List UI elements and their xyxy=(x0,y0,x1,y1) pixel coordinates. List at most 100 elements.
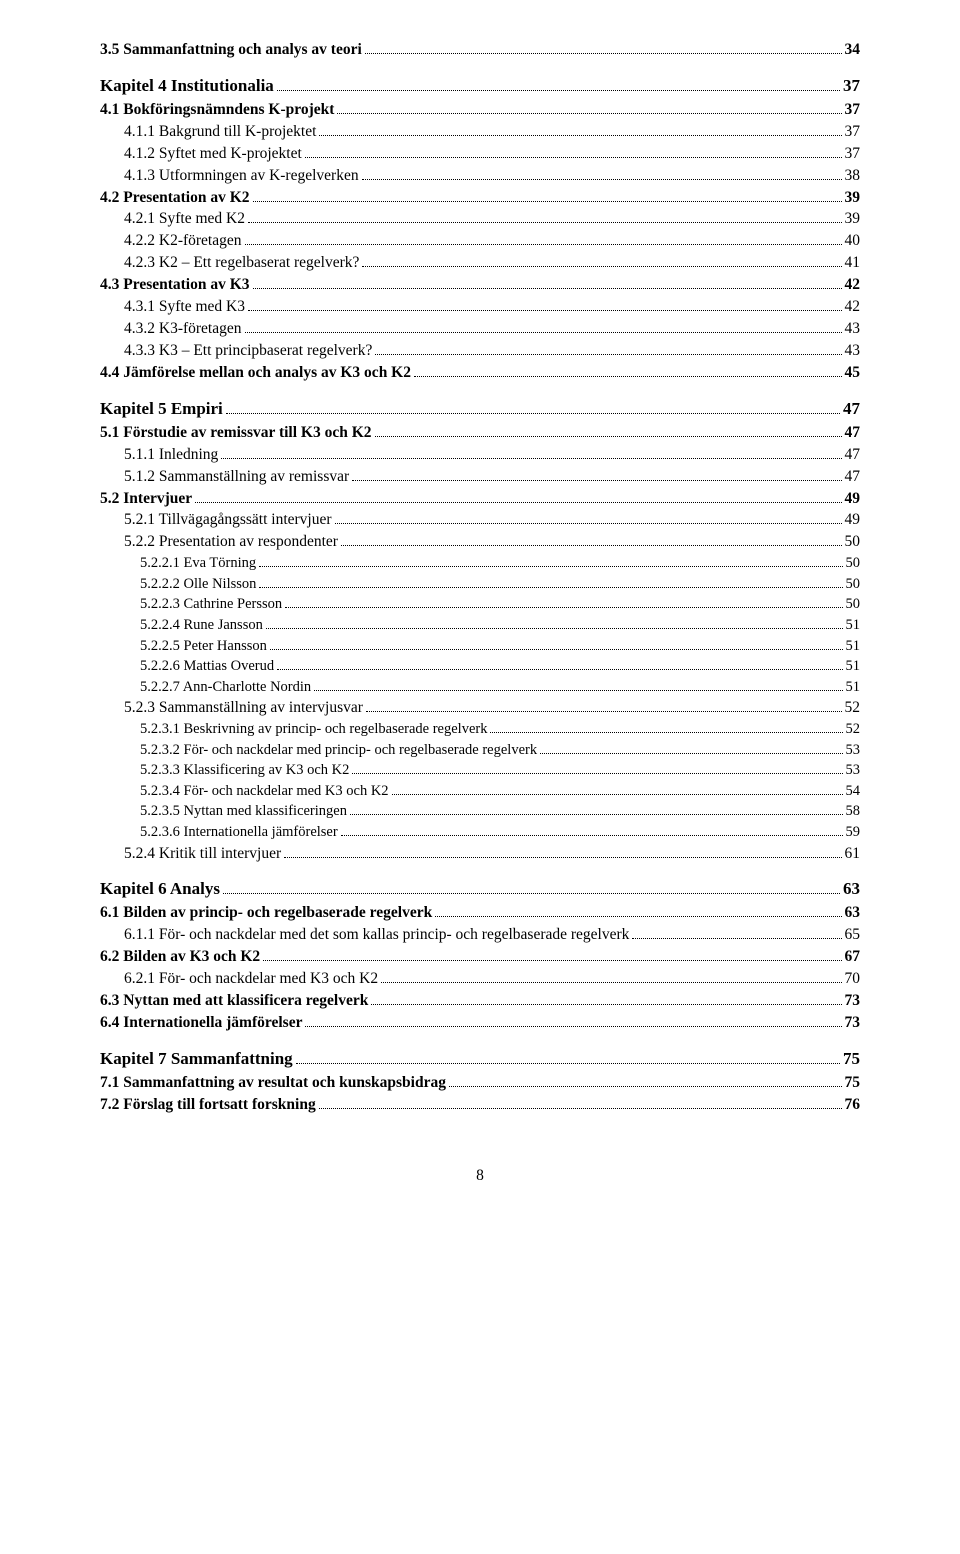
toc-entry-page: 49 xyxy=(845,510,861,531)
toc-entry-label: 5.2.2.7 Ann-Charlotte Nordin xyxy=(140,678,311,698)
toc-entry: 5.2.3.2 För- och nackdelar med princip- … xyxy=(140,741,860,761)
toc-leader-dots xyxy=(270,638,843,649)
toc-entry-page: 37 xyxy=(845,144,861,165)
toc-entry: 5.2.3 Sammanställning av intervjusvar52 xyxy=(124,698,860,719)
toc-leader-dots xyxy=(366,700,842,712)
toc-entry: 3.5 Sammanfattning och analys av teori34 xyxy=(100,40,860,61)
toc-entry: 5.2.2.3 Cathrine Persson50 xyxy=(140,595,860,615)
toc-entry-page: 39 xyxy=(845,188,861,209)
toc-entry-page: 45 xyxy=(845,363,861,384)
toc-entry-label: 4.2.2 K2-företagen xyxy=(124,231,242,252)
toc-entry-label: 7.1 Sammanfattning av resultat och kunsk… xyxy=(100,1073,446,1094)
toc-entry: 5.2.2 Presentation av respondenter50 xyxy=(124,532,860,553)
toc-entry-label: Kapitel 5 Empiri xyxy=(100,398,223,421)
toc-entry: 5.2.3.6 Internationella jämförelser59 xyxy=(140,823,860,843)
toc-entry-label: 5.2.2.4 Rune Jansson xyxy=(140,616,263,636)
toc-leader-dots xyxy=(314,680,842,691)
toc-entry-label: 6.2 Bilden av K3 och K2 xyxy=(100,947,260,968)
toc-entry-page: 58 xyxy=(846,802,861,822)
toc-entry-label: 5.1.2 Sammanställning av remissvar xyxy=(124,467,349,488)
toc-leader-dots xyxy=(341,535,842,547)
toc-leader-dots xyxy=(248,299,842,311)
toc-leader-dots xyxy=(362,255,841,267)
toc-entry-page: 51 xyxy=(846,616,861,636)
toc-entry-page: 53 xyxy=(846,741,861,761)
toc-entry-page: 67 xyxy=(845,947,861,968)
toc-entry-page: 42 xyxy=(845,275,861,296)
toc-leader-dots xyxy=(350,804,843,815)
toc-entry-page: 37 xyxy=(845,122,861,143)
toc-entry: 4.1.3 Utformningen av K-regelverken 38 xyxy=(124,166,860,187)
toc-entry-page: 38 xyxy=(845,166,861,187)
toc-entry: 4.2.1 Syfte med K239 xyxy=(124,209,860,230)
toc-entry-label: 5.2.2.5 Peter Hansson xyxy=(140,637,267,657)
toc-entry: 4.3.1 Syfte med K342 xyxy=(124,297,860,318)
toc-entry: 5.2.2.6 Mattias Overud 51 xyxy=(140,657,860,677)
toc-entry: 5.2.4 Kritik till intervjuer 61 xyxy=(124,844,860,865)
toc-leader-dots xyxy=(253,190,842,202)
toc-leader-dots xyxy=(449,1075,842,1087)
toc-leader-dots xyxy=(337,102,841,114)
toc-leader-dots xyxy=(226,401,840,414)
toc-entry-label: 4.3.2 K3-företagen xyxy=(124,319,242,340)
toc-entry-page: 37 xyxy=(845,100,861,121)
toc-entry: 7.1 Sammanfattning av resultat och kunsk… xyxy=(100,1073,860,1094)
toc-entry-label: 6.1.1 För- och nackdelar med det som kal… xyxy=(124,925,629,946)
toc-leader-dots xyxy=(319,1097,842,1109)
toc-entry: 4.4 Jämförelse mellan och analys av K3 o… xyxy=(100,363,860,384)
toc-entry-page: 61 xyxy=(845,844,861,865)
toc-entry-label: Kapitel 4 Institutionalia xyxy=(100,75,274,98)
toc-entry-page: 51 xyxy=(846,657,861,677)
toc-entry-page: 51 xyxy=(846,678,861,698)
toc-entry-label: 7.2 Förslag till fortsatt forskning xyxy=(100,1095,316,1116)
toc-leader-dots xyxy=(277,78,840,91)
toc-entry-page: 63 xyxy=(843,878,860,901)
toc-leader-dots xyxy=(414,365,842,377)
page: 3.5 Sammanfattning och analys av teori34… xyxy=(0,0,960,1247)
toc-entry: 5.2.2.7 Ann-Charlotte Nordin 51 xyxy=(140,678,860,698)
toc-entry: 4.2.3 K2 – Ett regelbaserat regelverk?41 xyxy=(124,253,860,274)
toc-entry-label: 5.2.3.4 För- och nackdelar med K3 och K2 xyxy=(140,782,389,802)
toc-entry-label: 4.1 Bokföringsnämndens K-projekt xyxy=(100,100,334,121)
toc-leader-dots xyxy=(365,42,842,54)
toc-entry: 5.2.2.1 Eva Törning50 xyxy=(140,554,860,574)
toc-entry-label: 6.3 Nyttan med att klassificera regelver… xyxy=(100,991,368,1012)
toc-entry-page: 50 xyxy=(845,532,861,553)
toc-entry-page: 34 xyxy=(845,40,861,61)
toc-entry: 5.1 Förstudie av remissvar till K3 och K… xyxy=(100,423,860,444)
toc-entry-label: 4.3 Presentation av K3 xyxy=(100,275,250,296)
toc-entry: Kapitel 7 Sammanfattning75 xyxy=(100,1048,860,1071)
toc-entry: 5.2.1 Tillvägagångssätt intervjuer49 xyxy=(124,510,860,531)
toc-entry-label: 4.1.3 Utformningen av K-regelverken xyxy=(124,166,359,187)
toc-entry: 4.1.1 Bakgrund till K-projektet 37 xyxy=(124,122,860,143)
toc-entry: 4.1 Bokföringsnämndens K-projekt 37 xyxy=(100,100,860,121)
toc-entry-label: 6.2.1 För- och nackdelar med K3 och K2 xyxy=(124,969,378,990)
toc-leader-dots xyxy=(296,1051,840,1064)
toc-entry-label: 5.2.2.1 Eva Törning xyxy=(140,554,256,574)
toc-leader-dots xyxy=(223,882,840,895)
toc-leader-dots xyxy=(245,321,842,333)
toc-entry-label: Kapitel 6 Analys xyxy=(100,878,220,901)
toc-entry-page: 41 xyxy=(845,253,861,274)
toc-entry: Kapitel 5 Empiri47 xyxy=(100,398,860,421)
toc-entry-page: 47 xyxy=(845,467,861,488)
toc-entry: Kapitel 4 Institutionalia37 xyxy=(100,75,860,98)
toc-entry-page: 70 xyxy=(845,969,861,990)
toc-leader-dots xyxy=(248,212,842,224)
toc-entry-page: 52 xyxy=(846,720,861,740)
table-of-contents: 3.5 Sammanfattning och analys av teori34… xyxy=(100,40,860,1116)
toc-leader-dots xyxy=(375,343,841,355)
toc-entry-page: 47 xyxy=(845,423,861,444)
toc-entry-label: 5.2.3.5 Nyttan med klassificeringen xyxy=(140,802,347,822)
toc-entry: 5.1.1 Inledning47 xyxy=(124,445,860,466)
toc-entry-label: 4.1.1 Bakgrund till K-projektet xyxy=(124,122,316,143)
toc-entry-label: 5.2.4 Kritik till intervjuer xyxy=(124,844,281,865)
toc-entry-label: 5.2.2.3 Cathrine Persson xyxy=(140,595,282,615)
toc-entry: 5.2.2.2 Olle Nilsson50 xyxy=(140,575,860,595)
toc-entry-label: 5.2.2.6 Mattias Overud xyxy=(140,657,274,677)
toc-entry-label: 5.1.1 Inledning xyxy=(124,445,218,466)
toc-leader-dots xyxy=(285,597,842,608)
toc-entry-label: 5.2.2.2 Olle Nilsson xyxy=(140,575,256,595)
toc-leader-dots xyxy=(341,825,843,836)
toc-leader-dots xyxy=(362,168,842,180)
